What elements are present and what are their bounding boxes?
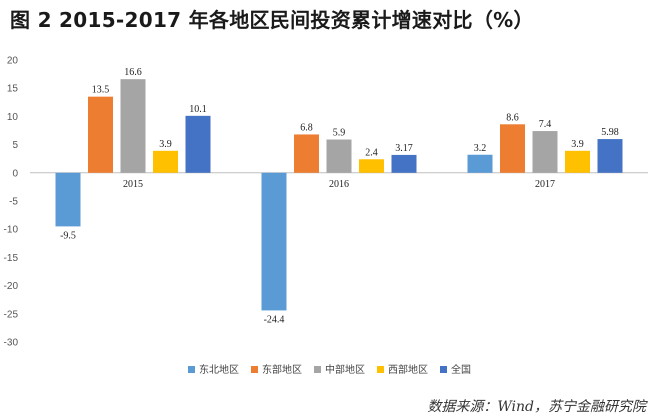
data-label: -9.5 <box>60 230 76 241</box>
bar <box>294 134 319 173</box>
bar <box>467 154 493 173</box>
bar <box>55 172 81 227</box>
bar <box>597 139 623 173</box>
data-label: 10.1 <box>189 104 207 115</box>
bar <box>391 154 417 173</box>
data-labels: -9.5 13.5 16.6 3.9 10.1 -24.4 6.8 5.9 2.4 3.17 3.2… <box>60 67 619 325</box>
y-tick-label: -20 <box>4 281 19 292</box>
y-tick-label: -5 <box>9 197 18 208</box>
legend-label: 东北地区 <box>199 363 239 376</box>
bar <box>88 96 113 173</box>
y-tick-label: -30 <box>4 338 19 349</box>
data-label: 3.9 <box>571 139 584 150</box>
bar <box>153 150 178 173</box>
bar <box>500 124 525 173</box>
y-tick-label: 20 <box>7 56 19 67</box>
y-tick-label: -15 <box>4 253 19 264</box>
data-label: 3.17 <box>395 143 413 154</box>
bar <box>565 150 590 173</box>
data-label: 8.6 <box>506 112 519 123</box>
legend-label: 全国 <box>451 363 471 376</box>
legend-swatch <box>440 366 447 373</box>
data-label: 16.6 <box>124 67 142 78</box>
category-labels: 2015 2016 2017 <box>123 179 555 190</box>
legend-swatch <box>377 366 384 373</box>
chart-title: 图 2 2015-2017 年各地区民间投资累计增速对比（%） <box>10 8 534 32</box>
legend: 东北地区 东部地区 中部地区 西部地区 全国 <box>188 363 471 376</box>
y-axis-ticks: 20 15 10 5 0 -5 -10 -15 -20 -25 -30 <box>4 56 19 349</box>
data-label: 3.2 <box>474 143 487 154</box>
y-tick-label: 5 <box>12 140 18 151</box>
data-label: 2.4 <box>365 147 378 158</box>
source-note: 数据来源：Wind，苏宁金融研究院 <box>427 399 646 415</box>
legend-swatch <box>314 366 321 373</box>
data-label: 3.9 <box>159 139 172 150</box>
legend-swatch <box>251 366 258 373</box>
bar <box>261 172 287 311</box>
legend-swatch <box>188 366 195 373</box>
y-tick-label: 10 <box>7 112 19 123</box>
bar <box>359 159 384 173</box>
data-label: -24.4 <box>264 314 285 325</box>
category-label: 2015 <box>123 179 143 190</box>
legend-label: 东部地区 <box>262 363 302 376</box>
category-label: 2016 <box>329 179 349 190</box>
bars <box>55 79 623 311</box>
data-label: 5.98 <box>601 127 619 138</box>
data-label: 6.8 <box>300 122 313 133</box>
legend-label: 西部地区 <box>388 363 428 376</box>
data-label: 13.5 <box>92 85 110 96</box>
y-tick-label: 15 <box>7 84 19 95</box>
bar <box>326 139 352 173</box>
bar <box>185 115 211 173</box>
legend-label: 中部地区 <box>325 363 365 376</box>
y-tick-label: 0 <box>12 168 18 179</box>
data-label: 7.4 <box>539 119 552 130</box>
data-label: 5.9 <box>333 128 346 139</box>
bar <box>120 79 146 173</box>
category-label: 2017 <box>535 179 555 190</box>
y-tick-label: -10 <box>4 225 19 236</box>
y-tick-label: -25 <box>4 309 19 320</box>
bar <box>532 131 558 173</box>
